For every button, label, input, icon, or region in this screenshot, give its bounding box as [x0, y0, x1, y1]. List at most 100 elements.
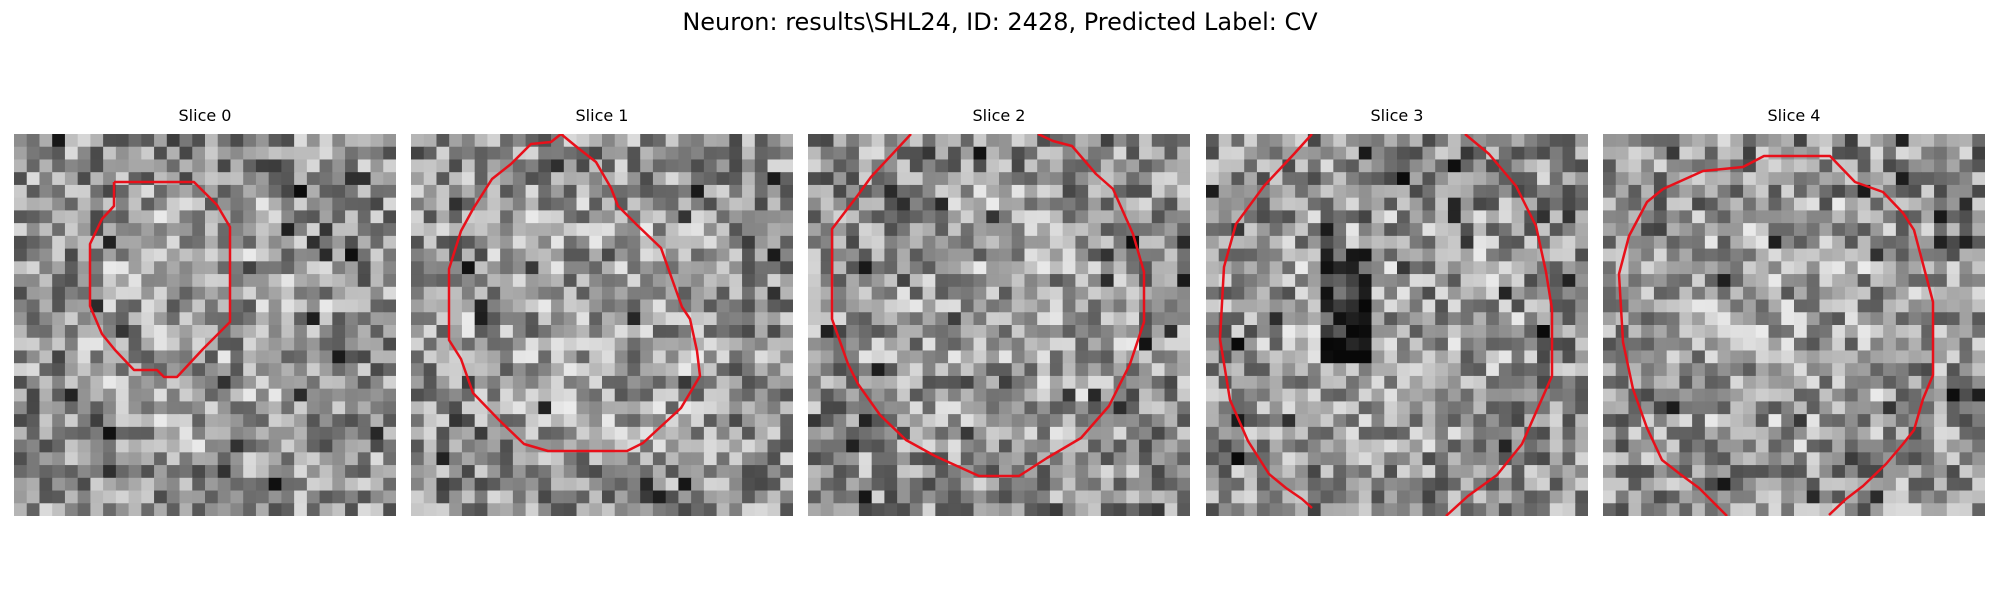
pixel-cell	[205, 452, 219, 466]
pixel-cell	[640, 159, 654, 173]
pixel-cell	[1346, 184, 1360, 199]
pixel-cell	[1486, 401, 1500, 415]
pixel-cell	[1177, 414, 1190, 428]
pixel-cell	[1049, 465, 1064, 479]
pixel-cell	[1537, 439, 1551, 453]
pixel-cell	[1164, 159, 1178, 173]
pixel-cell	[268, 350, 282, 364]
pixel-cell	[1486, 146, 1500, 161]
pixel-cell	[64, 477, 79, 492]
pixel-cell	[1113, 350, 1127, 364]
pixel-cell	[1908, 210, 1922, 224]
pixel-cell	[909, 274, 924, 288]
pixel-cell	[1908, 312, 1922, 326]
pixel-cell	[1806, 312, 1821, 326]
pixel-cell	[1011, 452, 1026, 466]
pixel-cell	[576, 274, 590, 288]
pixel-cell	[742, 490, 756, 504]
pixel-cell	[1755, 197, 1770, 211]
pixel-cell	[294, 312, 308, 326]
pixel-cell	[179, 261, 193, 275]
pixel-cell	[461, 414, 476, 428]
pixel-cell	[179, 350, 193, 364]
pixel-cell	[1269, 426, 1283, 441]
pixel-cell	[1358, 426, 1373, 441]
pixel-cell	[1486, 184, 1500, 199]
pixel-cell	[1857, 414, 1871, 428]
pixel-cell	[1575, 235, 1588, 250]
pixel-cell	[1320, 312, 1334, 326]
pixel-cell	[1269, 388, 1283, 402]
slice-panel-1: Slice 1	[411, 106, 793, 524]
pixel-cell	[1511, 350, 1525, 364]
pixel-cell	[1653, 197, 1668, 211]
pixel-cell	[1037, 439, 1051, 453]
pixel-cell	[1730, 312, 1744, 326]
pixel-cell	[319, 414, 333, 428]
pixel-cell	[742, 375, 756, 390]
pixel-cell	[154, 363, 168, 377]
pixel-cell	[1498, 197, 1513, 211]
pixel-cell	[640, 388, 654, 402]
pixel-cell	[461, 235, 476, 250]
pixel-cell	[922, 503, 936, 516]
pixel-cell	[999, 159, 1013, 173]
pixel-cell	[1320, 248, 1334, 262]
pixel-cell	[1256, 477, 1271, 492]
pixel-cell	[281, 159, 295, 173]
pixel-cell	[1486, 375, 1500, 390]
pixel-cell	[1320, 452, 1334, 466]
pixel-cell	[897, 235, 911, 250]
pixel-cell	[52, 184, 66, 199]
pixel-cell	[1422, 172, 1436, 186]
pixel-cell	[551, 388, 565, 402]
pixel-cell	[1921, 477, 1935, 492]
pixel-cell	[1730, 414, 1744, 428]
pixel-cell	[1422, 312, 1436, 326]
pixel-cell	[1269, 452, 1283, 466]
pixel-cell	[1844, 477, 1859, 492]
pixel-cell	[243, 363, 257, 377]
pixel-cell	[909, 261, 924, 275]
pixel-cell	[255, 503, 270, 516]
pixel-cell	[1806, 350, 1821, 364]
pixel-cell	[563, 401, 578, 415]
pixel-cell	[665, 197, 679, 211]
pixel-cell	[948, 184, 962, 199]
pixel-cell	[846, 159, 860, 173]
pixel-cell	[820, 134, 835, 148]
pixel-cell	[1972, 146, 1985, 161]
pixel-cell	[627, 401, 641, 415]
pixel-cell	[1037, 490, 1051, 504]
pixel-cell	[474, 134, 488, 148]
pixel-cell	[640, 184, 654, 199]
pixel-cell	[1819, 388, 1833, 402]
pixel-cell	[1844, 439, 1859, 453]
pixel-cell	[243, 312, 257, 326]
pixel-cell	[729, 401, 743, 415]
pixel-cell	[281, 146, 295, 161]
pixel-cell	[1397, 490, 1411, 504]
pixel-cell	[436, 350, 450, 364]
pixel-cell	[1088, 299, 1102, 313]
pixel-cell	[1075, 274, 1089, 288]
pixel-cell	[77, 350, 91, 364]
pixel-cell	[1409, 223, 1424, 237]
pixel-cell	[1921, 350, 1935, 364]
pixel-cell	[1164, 248, 1178, 262]
pixel-cell	[767, 299, 781, 313]
pixel-cell	[1113, 325, 1127, 339]
pixel-cell	[589, 337, 603, 352]
pixel-cell	[26, 172, 41, 186]
pixel-cell	[703, 197, 718, 211]
pixel-cell	[1231, 197, 1245, 211]
pixel-cell	[243, 274, 257, 288]
pixel-cell	[166, 337, 181, 352]
pixel-cell	[780, 388, 793, 402]
pixel-cell	[1371, 274, 1385, 288]
pixel-cell	[1206, 465, 1220, 479]
pixel-cell	[461, 159, 476, 173]
pixel-cell	[1422, 414, 1436, 428]
pixel-cell	[281, 325, 295, 339]
pixel-cell	[436, 223, 450, 237]
